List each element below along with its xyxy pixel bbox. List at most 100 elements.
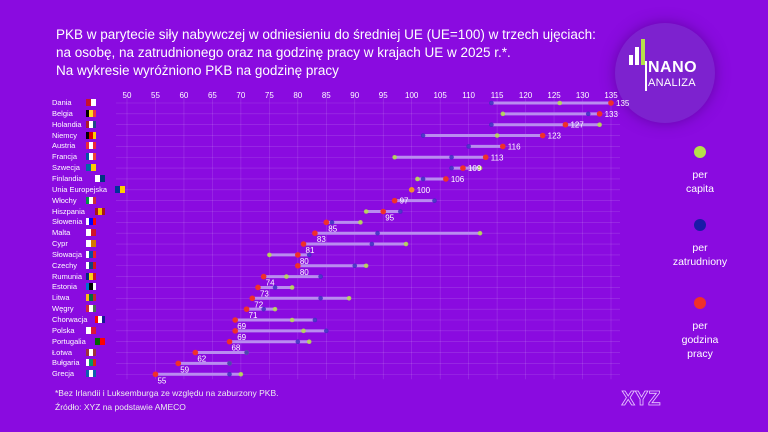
value-label-per-hour: 109 (468, 164, 482, 173)
value-label-per-hour: 97 (400, 197, 409, 206)
value-label-per-hour: 68 (231, 344, 240, 353)
point-per-hour (323, 219, 330, 226)
x-tick-label: 80 (293, 91, 302, 100)
x-tick-label: 130 (576, 91, 590, 100)
flag-icon (95, 337, 105, 345)
x-tick-label: 95 (379, 91, 388, 100)
point-per-employed (244, 350, 249, 355)
country-label: Słowacja (52, 249, 83, 259)
point-per-capita (289, 317, 295, 323)
point-per-employed (227, 361, 232, 366)
point-per-capita (272, 306, 278, 312)
flag-icon (86, 131, 96, 139)
svg-text:XYZ: XYZ (622, 388, 661, 409)
point-per-hour (391, 197, 398, 204)
legend-dot-green (694, 146, 706, 158)
point-per-capita (363, 263, 369, 269)
value-label-per-hour: 73 (260, 289, 269, 298)
point-per-employed (466, 144, 471, 149)
point-per-hour (460, 165, 466, 171)
flag-icon (86, 142, 96, 150)
point-per-employed (323, 328, 329, 334)
country-label: Włochy (52, 195, 77, 205)
point-per-hour (539, 132, 546, 139)
point-per-employed (449, 154, 454, 160)
flag-icon (86, 240, 96, 248)
point-per-employed (352, 263, 358, 269)
x-tick-label: 135 (604, 91, 618, 100)
point-per-hour (243, 306, 250, 312)
point-per-hour (443, 176, 449, 182)
x-tick-label: 65 (208, 91, 217, 100)
legend-label: per (692, 242, 708, 254)
legend-label: per (692, 320, 708, 332)
legend-item-per-capita: per capita (660, 146, 740, 196)
point-per-capita (267, 252, 272, 258)
point-per-hour (482, 154, 489, 161)
point-per-capita (289, 285, 295, 290)
value-label-per-hour: 127 (570, 121, 584, 130)
flag-icon (86, 164, 96, 172)
point-per-capita (500, 111, 506, 117)
flag-icon (86, 305, 96, 313)
value-label-per-hour: 55 (157, 376, 166, 385)
flag-icon (86, 261, 96, 269)
title-line-3: Na wykresie wyróżniono PKB na godzinę pr… (56, 63, 339, 78)
flag-icon (86, 294, 96, 302)
point-per-hour (232, 328, 238, 334)
legend-item-per-employed: per zatrudniony (660, 219, 740, 269)
x-tick-label: 70 (236, 91, 245, 100)
point-per-hour (152, 371, 159, 378)
value-label-per-hour: 106 (451, 175, 465, 184)
title-line-2: na osobę, na zatrudnionego oraz na godzi… (56, 45, 511, 60)
flag-icon (86, 229, 96, 237)
point-per-capita (346, 296, 352, 301)
x-tick-label: 125 (547, 91, 561, 100)
nanoanaliza-logo: NANO ANALIZA (615, 23, 715, 123)
point-per-employed (306, 252, 312, 258)
flag-icon (86, 153, 96, 161)
point-per-employed (432, 198, 437, 203)
point-per-employed (318, 296, 323, 301)
x-tick-label: 120 (519, 91, 533, 100)
point-per-employed (295, 339, 301, 345)
country-label: Słowenia (52, 217, 83, 227)
point-per-capita (557, 100, 563, 106)
country-label: Łotwa (52, 347, 73, 357)
country-label: Szwecja (52, 163, 80, 173)
flag-icon (86, 326, 96, 334)
value-label-per-hour: 69 (237, 333, 246, 342)
country-label: Austria (52, 141, 76, 151)
point-per-employed (261, 306, 266, 312)
flag-icon (86, 370, 96, 378)
point-per-capita (392, 154, 397, 160)
point-per-employed (329, 220, 335, 225)
value-label-per-hour: 81 (306, 246, 315, 255)
x-tick-label: 110 (462, 91, 475, 100)
value-label-per-hour: 116 (508, 142, 521, 151)
x-tick-label: 50 (123, 91, 132, 100)
point-per-hour (608, 100, 614, 106)
point-per-employed (449, 165, 454, 171)
country-label: Francja (52, 152, 78, 162)
country-label: Grecja (52, 369, 75, 379)
logo-text-analiza: ANALIZA (648, 77, 696, 89)
point-per-capita (403, 241, 409, 247)
flag-icon (86, 99, 96, 106)
point-per-hour (500, 143, 506, 150)
point-per-employed (375, 230, 380, 236)
legend-label: godzina pracy (681, 334, 719, 360)
x-tick-label: 115 (491, 91, 504, 100)
point-per-employed (318, 274, 323, 279)
x-tick-label: 105 (433, 91, 447, 100)
point-per-employed (312, 317, 318, 323)
point-per-employed (489, 122, 494, 127)
point-per-hour (192, 349, 199, 356)
point-per-hour (295, 262, 301, 269)
point-per-capita (494, 133, 500, 138)
country-label: Polska (52, 325, 75, 335)
point-per-hour (249, 295, 256, 302)
legend-dot-red (694, 297, 706, 309)
x-tick-label: 75 (265, 91, 274, 100)
